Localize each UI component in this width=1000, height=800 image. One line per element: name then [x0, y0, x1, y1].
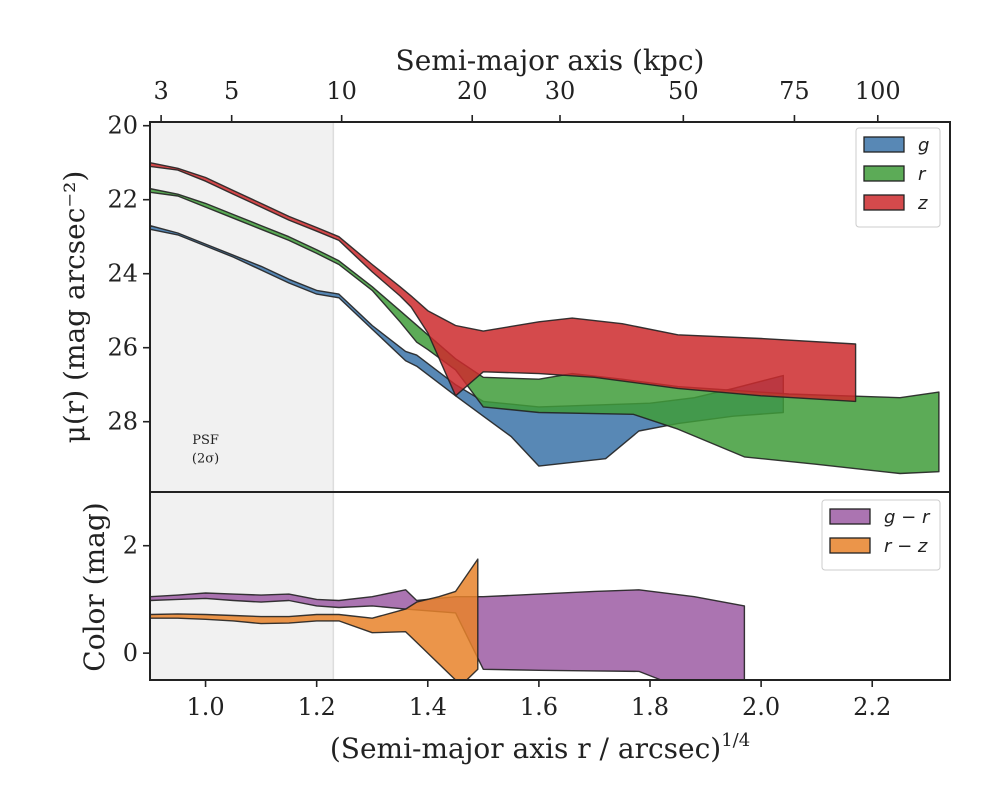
x-axis-label-base: (Semi-major axis r / arcsec) — [330, 732, 721, 765]
top-x-tick-label: 20 — [457, 77, 488, 105]
top-y-axis-label: μ(r) (mag arcsec⁻²) — [58, 171, 91, 444]
legend-label: g — [918, 135, 929, 156]
bottom-y-tick-label: 2 — [123, 532, 138, 560]
bottom-x-tick-label: 1.6 — [520, 693, 558, 721]
psf-sigma-label: (2σ) — [192, 451, 219, 466]
top-y-tick-label: 24 — [107, 260, 138, 288]
top-x-tick-label: 3 — [153, 77, 168, 105]
top-x-axis-label: Semi-major axis (kpc) — [396, 44, 705, 77]
bottom-y-tick-label: 0 — [123, 639, 138, 667]
psf-shade-bottom — [150, 492, 334, 680]
psf-shade — [150, 122, 334, 492]
bottom-x-tick-label: 1.2 — [298, 693, 336, 721]
color-panel: 1.0 1.2 1.4 1.6 1.8 2.0 2.2 0 2 (Semi-major axi… — [78, 491, 951, 765]
legend-swatch — [863, 136, 905, 153]
surface-brightness-panel: PSF (2σ) 3 5 10 20 30 50 75 100 20 22 24 26 28 Semi-… — [58, 44, 951, 493]
top-x-tick-label: 50 — [668, 77, 699, 105]
legend-swatch — [829, 537, 871, 554]
bottom-x-tick-label: 1.8 — [631, 693, 669, 721]
top-x-tick-label: 5 — [224, 77, 239, 105]
bottom-y-axis-label: Color (mag) — [78, 502, 111, 671]
series-band-1 — [150, 558, 479, 680]
bottom-x-tick-label: 1.4 — [409, 693, 447, 721]
series-band-2 — [150, 162, 857, 403]
legend-label: g − r — [884, 507, 931, 528]
series-band-1 — [150, 187, 940, 475]
legend-label: r − z — [884, 536, 928, 557]
top-y-tick-label: 26 — [107, 334, 138, 362]
legend-swatch — [863, 165, 905, 182]
top-y-tick-label: 20 — [107, 112, 138, 140]
top-x-tick-label: 30 — [545, 77, 576, 105]
top-x-tick-label: 10 — [326, 77, 357, 105]
psf-label: PSF — [192, 433, 219, 448]
bottom-x-tick-label: 2.2 — [853, 693, 891, 721]
legend-label: z — [917, 193, 928, 214]
top-y-tick-label: 22 — [107, 186, 138, 214]
legend-swatch — [863, 194, 905, 211]
series-band-0 — [150, 589, 746, 680]
bottom-panel-frame — [149, 491, 951, 681]
bottom-x-tick-label: 2.0 — [742, 693, 780, 721]
top-x-tick-label: 75 — [779, 77, 810, 105]
top-y-tick-label: 28 — [107, 408, 138, 436]
bottom-x-tick-label: 1.0 — [186, 693, 224, 721]
legend-swatch — [829, 508, 871, 525]
bottom-x-axis-label: (Semi-major axis r / arcsec)1/4 — [330, 730, 750, 765]
x-axis-label-exponent: 1/4 — [721, 730, 750, 751]
top-x-tick-label: 100 — [855, 77, 901, 105]
legend-label: r — [918, 164, 927, 185]
